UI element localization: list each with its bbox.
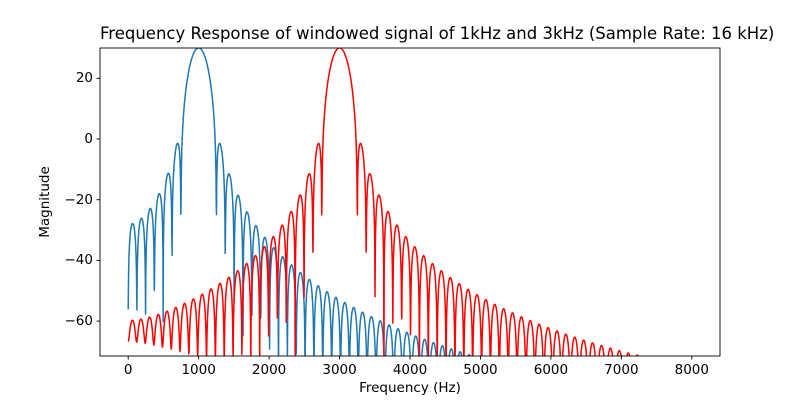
y-tick-label: −40 bbox=[64, 252, 94, 269]
x-tick-label: 7000 bbox=[604, 362, 639, 378]
y-tick-label: −60 bbox=[64, 313, 94, 330]
x-tick-label: 8000 bbox=[674, 362, 709, 378]
x-tick-label: 1000 bbox=[181, 362, 216, 378]
x-tick-label: 4000 bbox=[392, 362, 428, 378]
y-tick-label: 20 bbox=[75, 70, 93, 87]
x-tick-label: 2000 bbox=[251, 362, 287, 378]
y-tick-label: −20 bbox=[64, 191, 94, 208]
y-axis-label: Magnitude bbox=[37, 166, 53, 238]
x-tick-label: 0 bbox=[123, 362, 133, 378]
x-tick-label: 6000 bbox=[533, 362, 569, 378]
x-axis-label: Frequency (Hz) bbox=[359, 380, 461, 396]
y-tick-label: 0 bbox=[84, 131, 93, 148]
x-tick-label: 5000 bbox=[463, 362, 498, 378]
x-tick-label: 3000 bbox=[322, 362, 357, 378]
chart-title: Frequency Response of windowed signal of… bbox=[100, 24, 775, 43]
